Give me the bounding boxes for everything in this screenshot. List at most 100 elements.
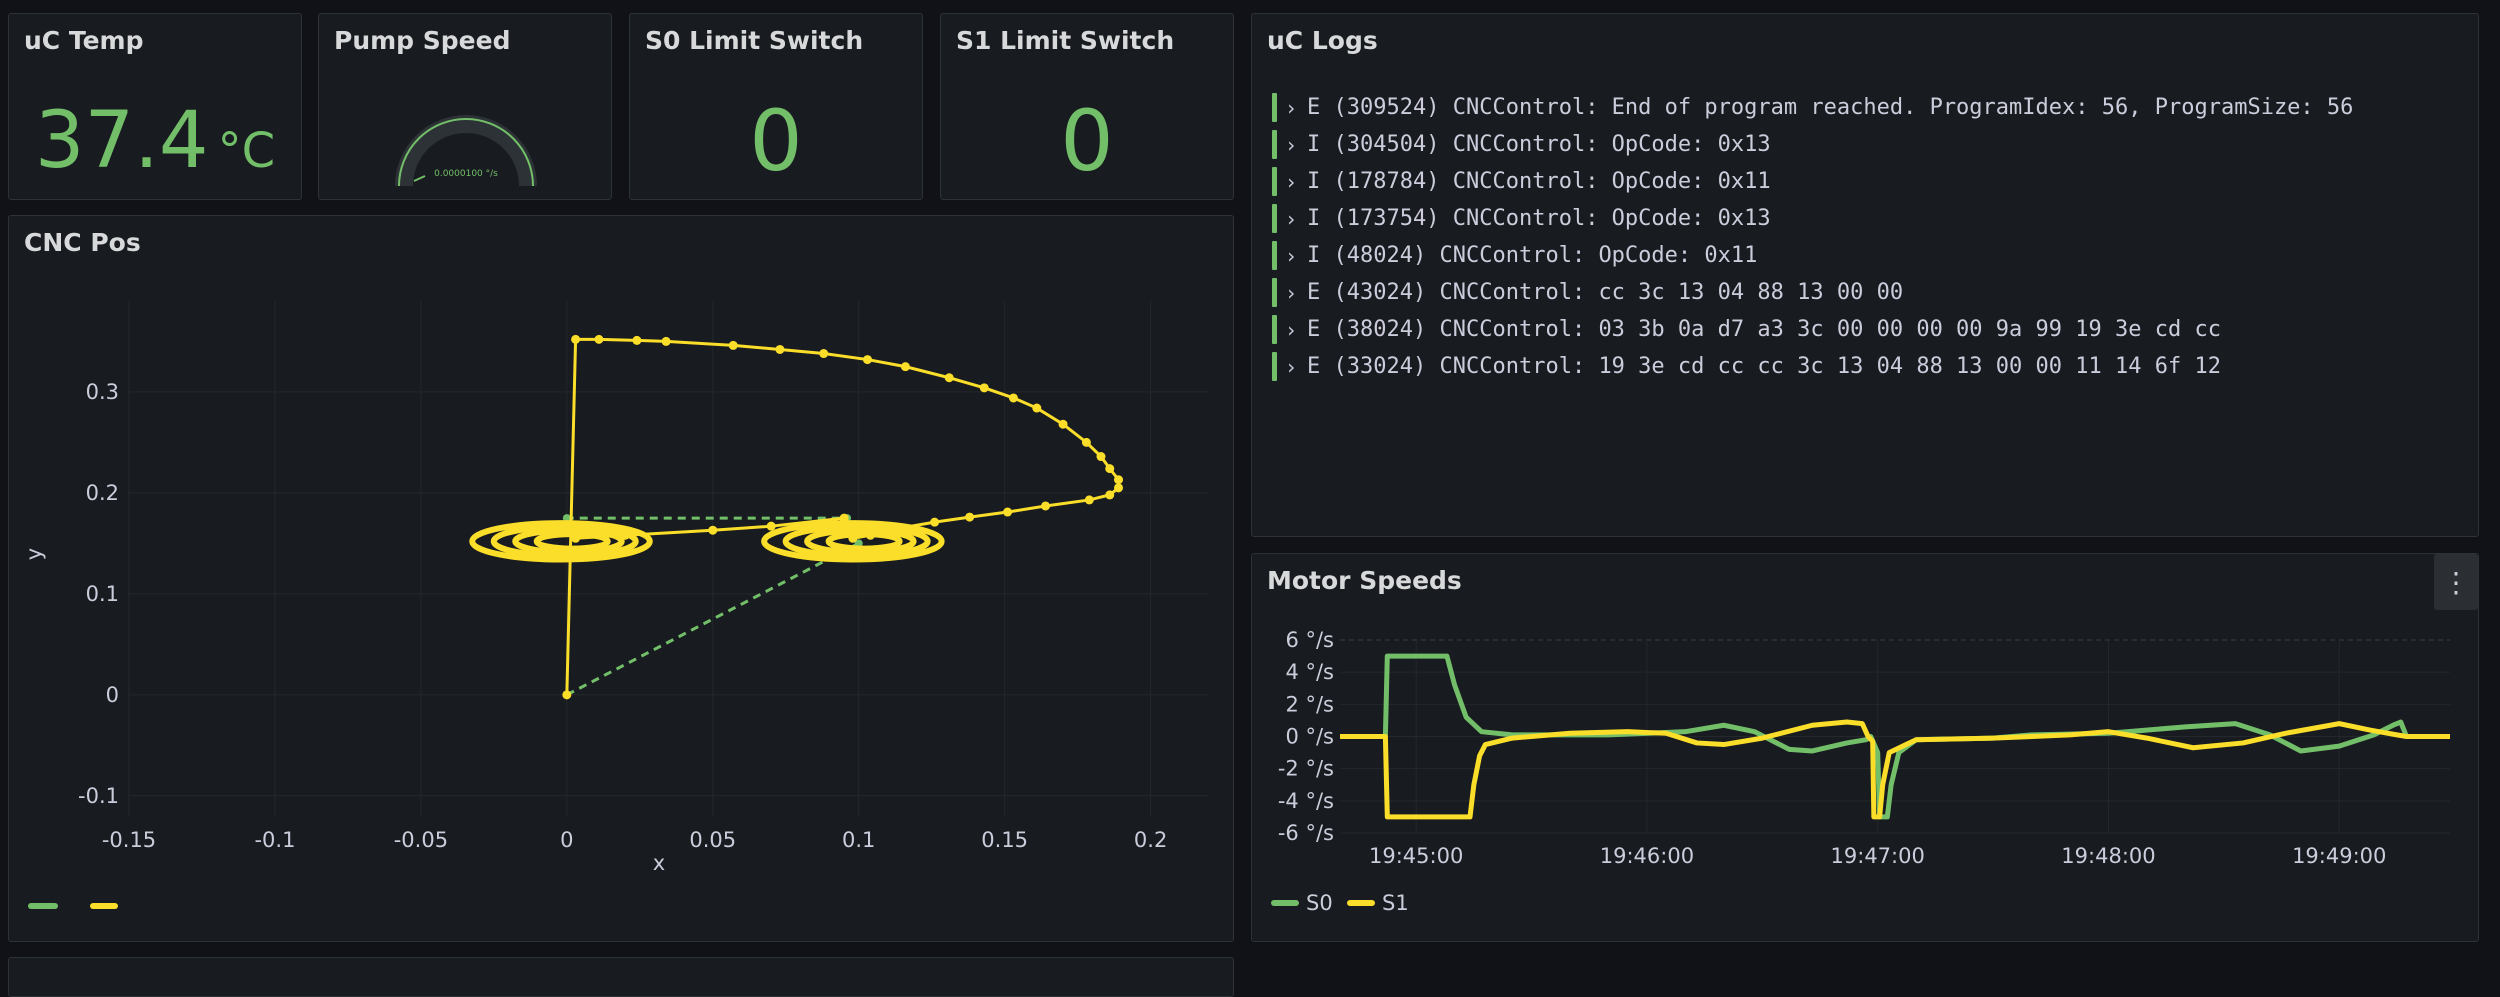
panel-title: Motor Speeds: [1267, 566, 1462, 595]
chevron-right-icon[interactable]: ›: [1285, 169, 1298, 194]
chevron-right-icon[interactable]: ›: [1285, 354, 1298, 379]
series-s0-point: [562, 514, 571, 523]
series-s1-point: [571, 334, 581, 344]
log-row[interactable]: › E (33024) CNCControl: 19 3e cd cc cc 3c…: [1272, 348, 2458, 385]
gauge-value-label: 0.0000100 °/s: [434, 169, 498, 179]
log-level-bar: [1272, 93, 1277, 122]
log-level-bar: [1272, 352, 1277, 381]
log-message: E (309524) CNCControl: End of program re…: [1307, 95, 2354, 120]
log-row[interactable]: › I (48024) CNCControl: OpCode: 0x11: [1272, 237, 2458, 274]
pump-speed-panel: Pump Speed 0.0000100 °/s: [318, 13, 612, 200]
motor-speeds-chart: 6 °/s 4 °/s 2 °/s 0 °/s -2 °/s -4 °/s -6 °/s 19…: [1271, 628, 2450, 915]
series-s1-point: [1032, 403, 1042, 413]
series-s1-point: [944, 373, 954, 383]
series-s1-point: [900, 362, 910, 372]
y-tick-label: -4 °/s: [1278, 789, 1334, 813]
s0-limit-value: 0: [749, 92, 803, 190]
x-tick-label: -0.15: [102, 828, 156, 852]
log-list: › E (309524) CNCControl: End of program r…: [1272, 89, 2458, 385]
cnc-pos-chart: -0.15 -0.1 -0.05 0 0.05 0.1 0.15 0.2 -0.1 0 0.1 0.2…: [22, 301, 1209, 909]
panel-title: uC Logs: [1267, 26, 1378, 55]
y-tick-label: -2 °/s: [1278, 757, 1334, 781]
series-s1-point: [1041, 501, 1051, 511]
x-tick-label: 19:48:00: [2061, 844, 2155, 868]
series-s1-point: [1114, 475, 1124, 485]
x-tick-label: -0.1: [254, 828, 295, 852]
series-s1-point: [1008, 393, 1018, 403]
log-row[interactable]: › E (43024) CNCControl: cc 3c 13 04 88 13…: [1272, 274, 2458, 311]
uc-logs-panel: uC Logs › E (309524) CNCControl: End of p…: [1251, 13, 2479, 537]
series-s1-point: [632, 335, 642, 345]
series-s1-spiral: [825, 531, 903, 552]
series-s1-point: [979, 383, 989, 393]
log-row[interactable]: › I (178784) CNCControl: OpCode: 0x11: [1272, 163, 2458, 200]
chevron-right-icon[interactable]: ›: [1285, 317, 1298, 342]
series-s1-point: [1105, 464, 1115, 474]
y-tick-label: 0 °/s: [1285, 725, 1334, 749]
series-s1-point: [1096, 452, 1106, 462]
chevron-right-icon[interactable]: ›: [1285, 206, 1298, 231]
series-s1-point: [965, 512, 975, 522]
series-s1-point: [1114, 483, 1124, 493]
x-tick-label: 0.15: [981, 828, 1028, 852]
series-s1-point: [1003, 507, 1013, 517]
series-s1-spiral: [490, 523, 639, 559]
log-message: I (48024) CNCControl: OpCode: 0x11: [1307, 243, 1758, 268]
series-s1-point: [1081, 437, 1091, 447]
series-s1-point: [930, 517, 940, 527]
x-tick-label: 19:45:00: [1369, 844, 1463, 868]
log-row[interactable]: › E (309524) CNCControl: End of program r…: [1272, 89, 2458, 126]
panel-title: uC Temp: [24, 26, 144, 55]
motor-speeds-panel: Motor Speeds ⋮ 6 °/s 4 °/s 2 °/s 0 °/s -2 °/…: [1251, 553, 2479, 942]
series-s1-point: [1084, 495, 1094, 505]
y-tick-label: -0.1: [78, 784, 119, 808]
y-tick-label: 6 °/s: [1285, 628, 1334, 652]
uc-temp-panel: uC Temp 37.4 °C: [8, 13, 302, 200]
series-s1-spiral: [533, 531, 611, 552]
cnc-pos-panel: CNC Pos -0.15 -0.1 -0.05 0 0.05 0.1 0.15 0.2 -0.…: [8, 215, 1234, 942]
series-s1-point: [862, 355, 872, 365]
series-s1-spiral: [804, 527, 917, 556]
gauge-track: [395, 115, 537, 187]
x-tick-label: 0.05: [689, 828, 736, 852]
series-s1-spiral: [512, 527, 625, 556]
series-s1-point: [594, 334, 604, 344]
y-tick-label: 0.1: [86, 582, 119, 606]
log-level-bar: [1272, 278, 1277, 307]
x-tick-label: 19:47:00: [1831, 844, 1925, 868]
log-row[interactable]: › I (173754) CNCControl: OpCode: 0x13: [1272, 200, 2458, 237]
series-s1-point: [1058, 419, 1068, 429]
chevron-right-icon[interactable]: ›: [1285, 280, 1298, 305]
log-message: E (33024) CNCControl: 19 3e cd cc cc 3c …: [1307, 354, 2221, 379]
log-level-bar: [1272, 204, 1277, 233]
log-message: E (43024) CNCControl: cc 3c 13 04 88 13 …: [1307, 280, 1904, 305]
panel-title: CNC Pos: [24, 228, 141, 257]
series-s1-point: [1105, 490, 1115, 500]
series-s1-spiral: [469, 520, 653, 563]
log-row[interactable]: › E (38024) CNCControl: 03 3b 0a d7 a3 3c…: [1272, 311, 2458, 348]
x-tick-label: 19:49:00: [2292, 844, 2386, 868]
series-s1-point: [766, 521, 776, 531]
series-s1-point: [708, 525, 718, 535]
log-row[interactable]: › I (304504) CNCControl: OpCode: 0x13: [1272, 126, 2458, 163]
log-level-bar: [1272, 130, 1277, 159]
chevron-right-icon[interactable]: ›: [1285, 243, 1298, 268]
uc-temp-unit: °C: [217, 123, 276, 179]
log-message: I (304504) CNCControl: OpCode: 0x13: [1307, 132, 1771, 157]
y-tick-label: 4 °/s: [1285, 660, 1334, 684]
pump-speed-gauge: 0.0000100 °/s: [395, 115, 537, 187]
x-axis-label: x: [653, 851, 665, 875]
y-tick-label: 0: [106, 683, 119, 707]
x-tick-label: 19:46:00: [1600, 844, 1694, 868]
y-tick-label: 0.2: [86, 481, 119, 505]
panel-title: Pump Speed: [334, 26, 511, 55]
series-s1-spiral: [782, 523, 931, 559]
series-s1-point: [775, 344, 785, 354]
chevron-right-icon[interactable]: ›: [1285, 95, 1298, 120]
chevron-right-icon[interactable]: ›: [1285, 132, 1298, 157]
legend-label-s0: S0: [1306, 891, 1333, 915]
kebab-menu-icon[interactable]: ⋮: [2434, 554, 2478, 610]
y-tick-label: 2 °/s: [1285, 692, 1334, 716]
uc-temp-value-wrap: 37.4 °C: [9, 96, 301, 186]
series-s1-point: [819, 349, 829, 359]
